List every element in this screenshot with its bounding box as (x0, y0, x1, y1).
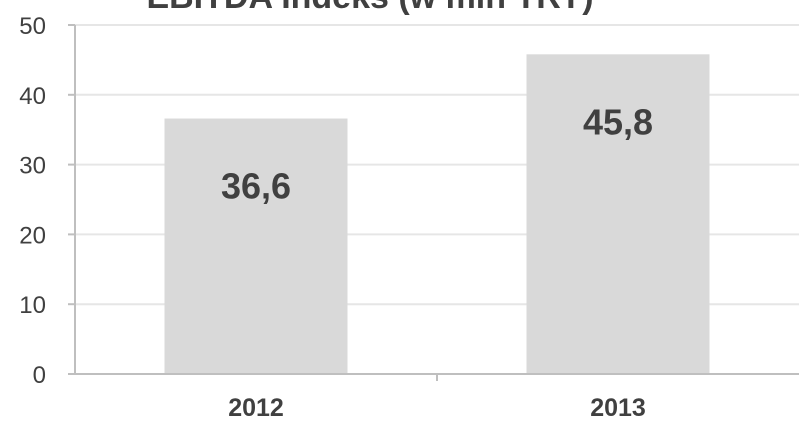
bars (164, 54, 710, 374)
y-tick-label: 50 (19, 13, 46, 40)
data-label: 36,6 (221, 166, 291, 207)
y-tick-label: 20 (19, 222, 46, 249)
bar-2012 (164, 118, 348, 374)
bar-2013 (526, 54, 710, 374)
y-tick-label: 30 (19, 153, 46, 180)
x-tick-label: 2013 (590, 394, 646, 422)
chart-title: EBITDA Indeks (w mln TRY) (146, 0, 593, 16)
labels: 0 10 20 30 40 50 36,6 2012 45,8 2013 (19, 13, 653, 422)
y-tick-label: 0 (33, 362, 46, 389)
axes (68, 24, 799, 381)
x-tick-label: 2012 (228, 394, 284, 422)
data-label: 45,8 (583, 101, 653, 142)
y-tick-label: 40 (19, 83, 46, 110)
y-tick-label: 10 (19, 292, 46, 319)
